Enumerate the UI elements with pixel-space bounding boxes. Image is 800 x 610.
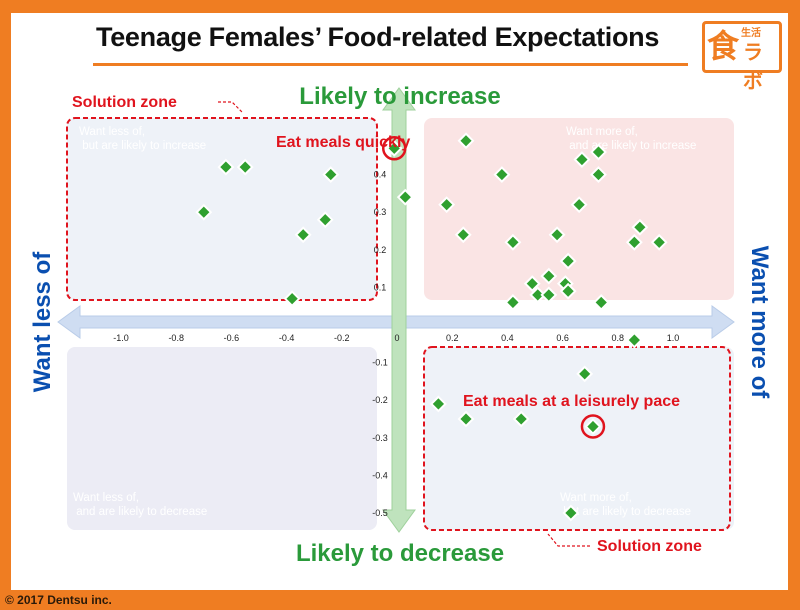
solution-zone-leader-top — [218, 101, 243, 113]
x-tick-label: 0.2 — [446, 333, 459, 343]
y-tick-label: 0.1 — [374, 282, 387, 292]
data-point — [576, 365, 594, 383]
data-point — [625, 233, 643, 251]
data-point — [438, 196, 456, 214]
data-point — [625, 331, 643, 349]
title-underline — [93, 63, 688, 66]
x-tick-label: -0.2 — [334, 333, 350, 343]
x-tick-label: 0.4 — [501, 333, 514, 343]
data-point — [283, 290, 301, 308]
x-tick-label: 1.0 — [667, 333, 680, 343]
quadrant-label-bottom-left: Want less of, and are likely to decrease — [73, 492, 207, 518]
data-point — [504, 233, 522, 251]
data-point — [523, 275, 541, 293]
x-tick-label: 0.6 — [556, 333, 569, 343]
x-tick-label: -0.4 — [279, 333, 295, 343]
axis-label-top: Likely to increase — [299, 83, 500, 110]
data-point — [396, 188, 414, 206]
y-tick-label: 0.2 — [374, 245, 387, 255]
annotation-label: Eat meals at a leisurely pace — [463, 393, 680, 410]
solution-zone-label-top: Solution zone — [72, 94, 177, 111]
data-point — [429, 395, 447, 413]
data-point — [584, 418, 602, 435]
highlight-circle — [580, 414, 606, 439]
quadrant-label-bottom-right: Want more of, but are likely to decrease — [560, 492, 691, 518]
data-point — [592, 294, 610, 311]
axis-label-left: Want less of — [29, 251, 56, 392]
data-point — [650, 233, 668, 251]
zone-bottom-right — [424, 347, 734, 530]
data-point — [294, 226, 312, 244]
data-point — [540, 267, 558, 285]
data-point — [570, 196, 588, 214]
solution-zone-leader-bottom — [547, 533, 590, 547]
y-tick-label: -0.2 — [372, 395, 388, 405]
zone-bottom-left — [67, 347, 377, 530]
data-point — [195, 203, 213, 221]
data-point — [548, 226, 566, 244]
data-point — [573, 151, 591, 168]
x-tick-label: -0.8 — [168, 333, 184, 343]
logo-main-glyph: 食 — [707, 28, 740, 64]
data-point — [322, 166, 340, 184]
data-point — [540, 286, 558, 304]
data-point — [562, 504, 580, 522]
axis-label-right: Want more of — [746, 246, 773, 399]
y-tick-label: -0.4 — [372, 470, 388, 480]
data-point — [529, 286, 547, 304]
annotation-label: Eat meals quickly — [276, 134, 410, 151]
y-tick-label: -0.1 — [372, 358, 388, 368]
highlight-circle — [381, 136, 407, 161]
x-tick-label: 0.8 — [612, 333, 625, 343]
vertical-axis-arrow — [382, 87, 416, 533]
data-point — [631, 218, 649, 236]
solution-zone-label-bottom: Solution zone — [597, 538, 702, 555]
y-tick-label: -0.5 — [372, 508, 388, 518]
solution-zone-outline-top-left — [66, 117, 378, 301]
y-tick-label: 0.3 — [374, 207, 387, 217]
x-tick-label: -1.0 — [113, 333, 129, 343]
data-point — [454, 226, 472, 244]
quadrant-label-top-left: Want less of, but are likely to increase — [79, 126, 206, 152]
data-point — [236, 158, 254, 176]
solution-zone-outline-bottom-right — [423, 346, 731, 531]
data-point — [217, 158, 235, 176]
data-point — [457, 132, 475, 150]
copyright-text: © 2017 Dentsu inc. — [5, 593, 112, 607]
axis-label-bottom: Likely to decrease — [296, 540, 504, 567]
data-point — [590, 166, 607, 184]
chart-title: Teenage Females’ Food-related Expectatio… — [96, 22, 660, 52]
y-tick-label: -0.3 — [372, 433, 388, 443]
x-tick-label: 0 — [394, 333, 399, 343]
data-point — [457, 410, 475, 428]
data-point — [559, 282, 577, 300]
data-point — [512, 410, 530, 428]
seikatsu-labo-logo: 食 生活 ラボ — [702, 21, 782, 93]
data-point — [493, 166, 511, 184]
y-tick-label: 0.4 — [374, 170, 387, 180]
x-tick-label: -0.6 — [224, 333, 240, 343]
logo-small-text: 生活 — [741, 28, 761, 39]
logo-kana-text: ラボ — [743, 42, 763, 93]
data-point — [504, 294, 522, 311]
data-point — [559, 252, 577, 270]
data-point — [385, 139, 403, 157]
zone-top-left — [67, 118, 377, 300]
data-point — [590, 143, 607, 161]
data-point — [316, 211, 334, 229]
